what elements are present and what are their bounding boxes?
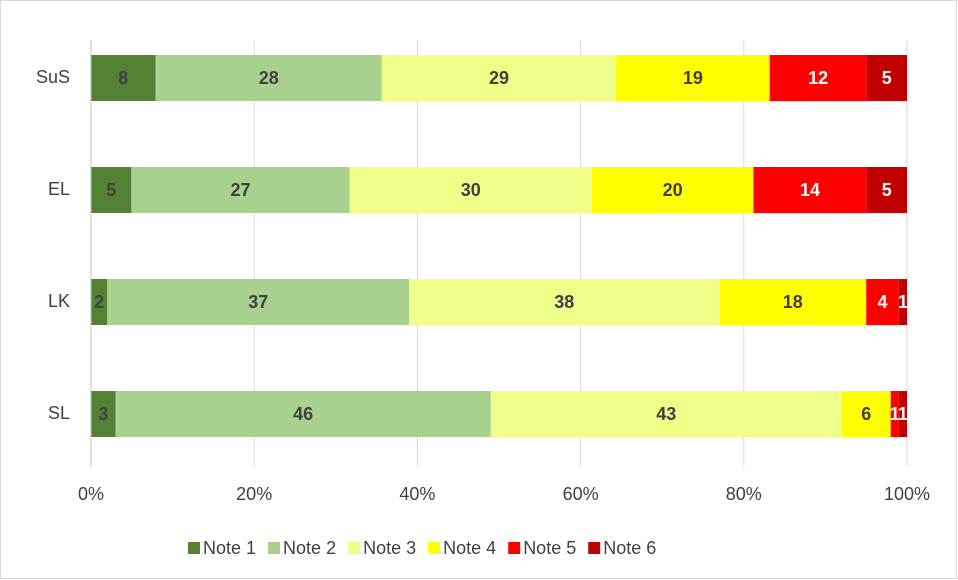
data-label: 1 — [898, 292, 908, 312]
data-label: 4 — [878, 292, 888, 312]
data-label: 27 — [230, 180, 250, 200]
legend-label: Note 6 — [603, 538, 656, 558]
bar-segment — [591, 167, 754, 213]
data-label: 2 — [94, 292, 104, 312]
data-label: 1 — [890, 404, 900, 424]
data-label: 20 — [663, 180, 683, 200]
bar-segment — [769, 55, 867, 101]
bar-segment — [898, 391, 907, 437]
data-label: 3 — [98, 404, 108, 424]
bar-segment — [115, 391, 491, 437]
legend-swatch — [588, 542, 601, 554]
y-tick-label: SuS — [36, 67, 70, 87]
y-tick-label: EL — [48, 179, 70, 199]
data-label: 28 — [259, 68, 279, 88]
legend-swatch — [268, 542, 281, 554]
bar-segment — [890, 391, 899, 437]
legend-swatch — [508, 542, 521, 554]
bar-segment — [866, 167, 907, 213]
legend-label: Note 3 — [363, 538, 416, 558]
bar-segment — [898, 279, 907, 325]
data-label: 8 — [118, 68, 128, 88]
x-tick-label: 60% — [563, 484, 599, 504]
bar-segment — [866, 279, 899, 325]
data-label: 19 — [683, 68, 703, 88]
data-label: 6 — [861, 404, 871, 424]
data-label: 1 — [898, 404, 908, 424]
bar-segment — [91, 167, 132, 213]
y-tick-label: LK — [48, 291, 70, 311]
x-tick-label: 0% — [78, 484, 104, 504]
bar-segment — [91, 391, 116, 437]
data-label: 37 — [248, 292, 268, 312]
x-tick-label: 20% — [236, 484, 272, 504]
bar-segment — [490, 391, 842, 437]
bar-segment — [616, 55, 770, 101]
bar-segment — [107, 279, 410, 325]
legend-label: Note 1 — [203, 538, 256, 558]
legend-label: Note 5 — [523, 538, 576, 558]
data-label: 18 — [783, 292, 803, 312]
data-label: 14 — [800, 180, 820, 200]
bar-segment — [155, 55, 382, 101]
data-label: 29 — [489, 68, 509, 88]
bar-segment — [91, 55, 156, 101]
data-label: 12 — [808, 68, 828, 88]
legend-label: Note 4 — [443, 538, 496, 558]
legend-swatch — [428, 542, 441, 554]
bar-segment — [753, 167, 867, 213]
data-label: 38 — [554, 292, 574, 312]
bar-segment — [841, 391, 891, 437]
bar-segment — [381, 55, 617, 101]
legend-label: Note 2 — [283, 538, 336, 558]
data-label: 46 — [293, 404, 313, 424]
bar-segment — [409, 279, 720, 325]
x-tick-label: 40% — [399, 484, 435, 504]
y-tick-label: SL — [48, 403, 70, 423]
x-tick-label: 100% — [884, 484, 930, 504]
x-tick-label: 80% — [726, 484, 762, 504]
data-label: 5 — [106, 180, 116, 200]
bar-segment — [719, 279, 867, 325]
bar-segment — [349, 167, 592, 213]
bar-segment — [131, 167, 350, 213]
bar-segment — [866, 55, 907, 101]
bar-segment — [91, 279, 108, 325]
legend-swatch — [348, 542, 361, 554]
data-label: 5 — [882, 180, 892, 200]
data-label: 30 — [461, 180, 481, 200]
legend-swatch — [188, 542, 200, 554]
data-label: 43 — [656, 404, 676, 424]
data-label: 5 — [882, 68, 892, 88]
